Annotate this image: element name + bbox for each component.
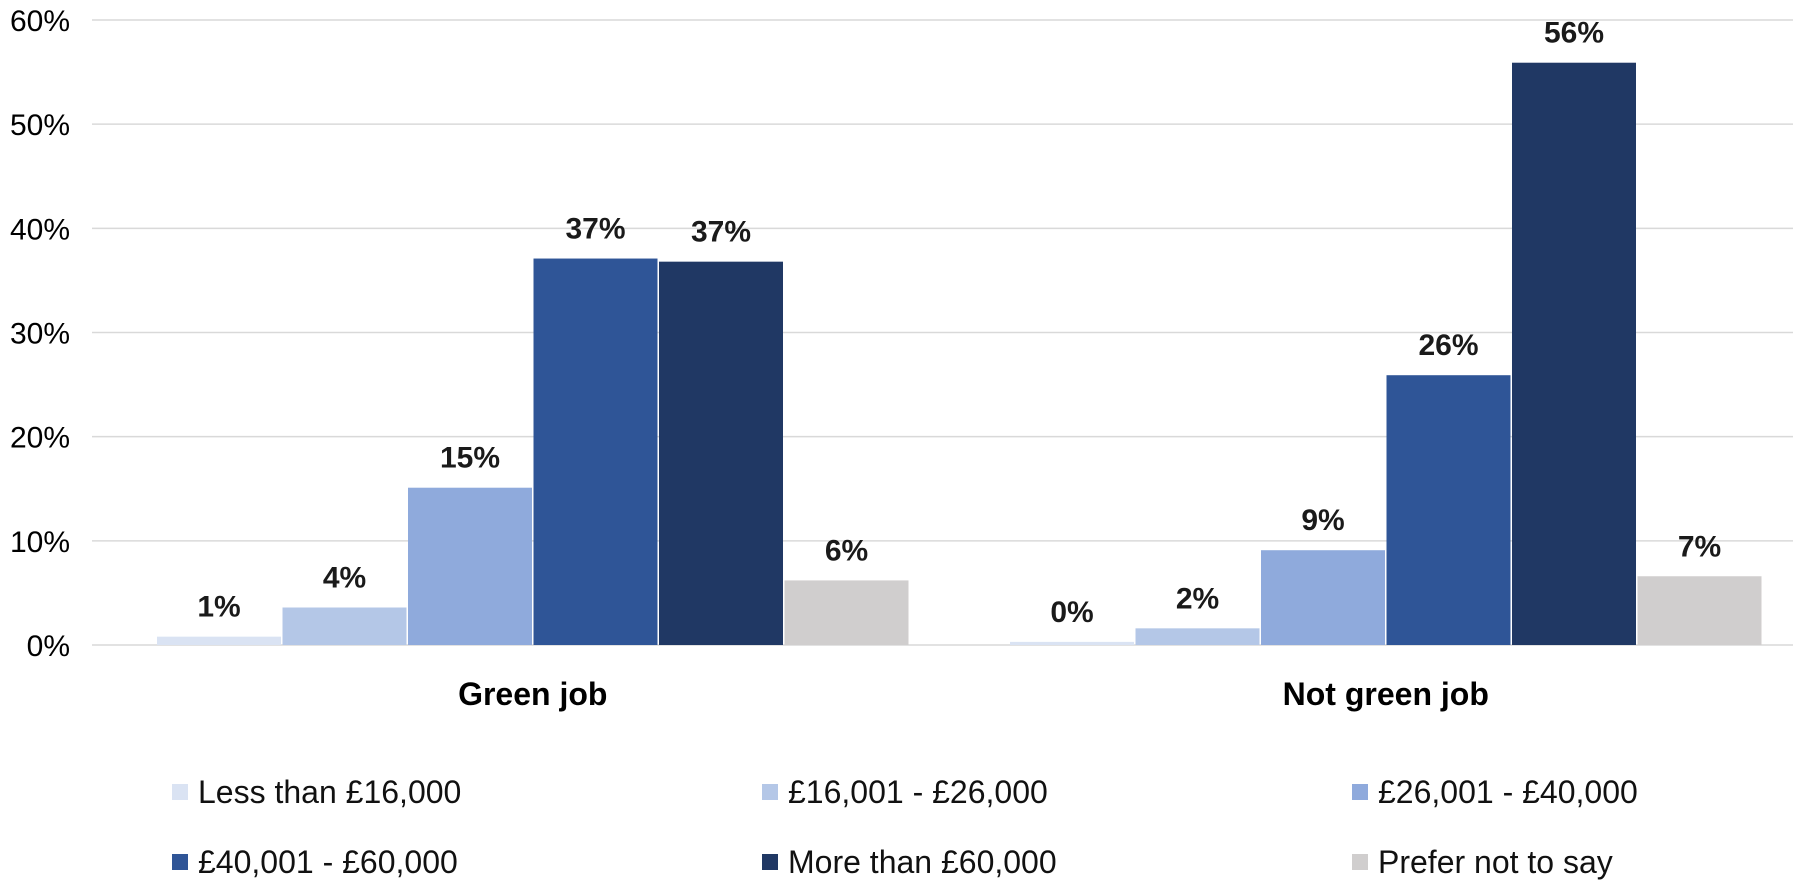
y-tick-label: 20% (10, 422, 70, 455)
bar (784, 580, 909, 645)
bar (282, 607, 407, 645)
data-label: 15% (440, 442, 500, 475)
y-tick-label: 30% (10, 318, 70, 351)
legend-item: Less than £16,000 (172, 770, 461, 814)
legend-item: £16,001 - £26,000 (762, 770, 1048, 814)
legend-item: £26,001 - £40,000 (1352, 770, 1638, 814)
data-label: 56% (1544, 17, 1604, 50)
bar (1135, 628, 1260, 645)
x-category-label: Not green job (1283, 676, 1489, 712)
y-tick-label: 0% (27, 630, 70, 663)
data-label: 6% (825, 534, 868, 567)
legend-label: Prefer not to say (1378, 843, 1613, 880)
legend-label: £26,001 - £40,000 (1378, 773, 1638, 810)
data-label: 37% (565, 213, 625, 246)
bar (1010, 641, 1134, 645)
bar (157, 636, 281, 645)
bar (1386, 375, 1511, 645)
data-label: 9% (1301, 504, 1344, 537)
data-label: 37% (691, 216, 751, 249)
legend-label: £16,001 - £26,000 (788, 773, 1048, 810)
legend-label: More than £60,000 (788, 843, 1057, 880)
legend-label: £40,001 - £60,000 (198, 843, 458, 880)
legend-swatch (762, 784, 778, 800)
bar (533, 258, 658, 645)
legend-item: Prefer not to say (1352, 840, 1613, 884)
y-tick-label: 10% (10, 526, 70, 559)
bar (1261, 550, 1385, 645)
data-label: 1% (197, 591, 240, 624)
legend: Less than £16,000 £16,001 - £26,000 £26,00… (172, 770, 1772, 888)
bar (659, 261, 783, 645)
data-label: 0% (1050, 596, 1093, 629)
y-tick-label: 50% (10, 109, 70, 142)
bar (408, 487, 532, 645)
legend-swatch (172, 784, 188, 800)
legend-label: Less than £16,000 (198, 773, 462, 810)
data-label: 2% (1176, 582, 1219, 615)
legend-swatch (762, 854, 778, 870)
legend-item: More than £60,000 (762, 840, 1057, 884)
y-tick-label: 40% (10, 213, 70, 246)
legend-swatch (1352, 784, 1368, 800)
bar (1637, 576, 1762, 645)
data-label: 26% (1418, 329, 1478, 362)
legend-swatch (1352, 854, 1368, 870)
data-label: 4% (323, 562, 366, 595)
legend-swatch (172, 854, 188, 870)
x-category-label: Green job (458, 676, 607, 712)
bar (1512, 62, 1636, 646)
data-label: 7% (1678, 530, 1721, 563)
y-tick-label: 60% (10, 5, 70, 38)
legend-item: £40,001 - £60,000 (172, 840, 458, 884)
